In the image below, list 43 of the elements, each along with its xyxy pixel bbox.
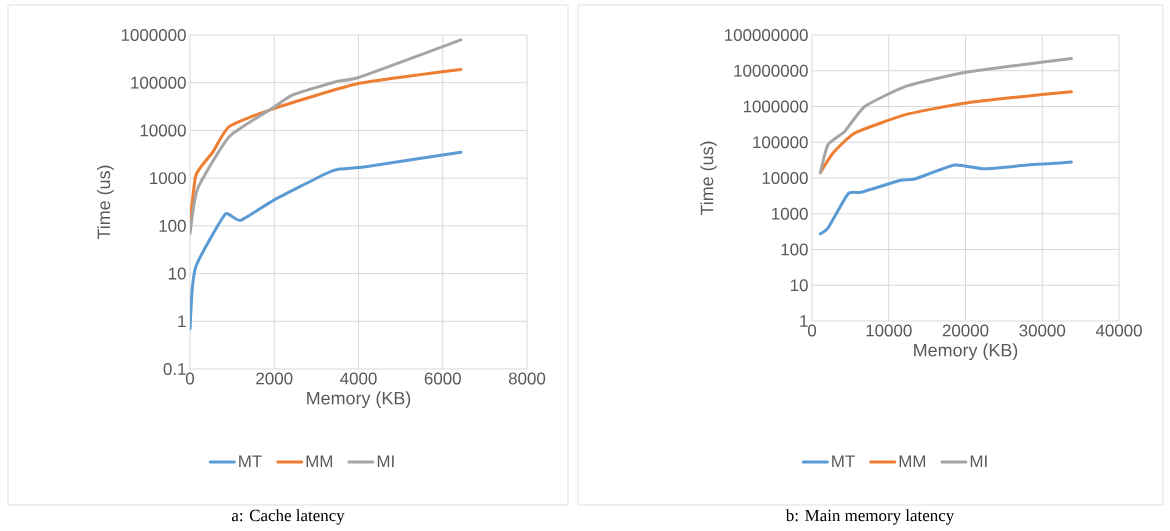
- text: b: Main memory latency: [785, 509, 955, 525]
- line-series: [818, 57, 1073, 175]
- legend-label: MM: [306, 455, 333, 468]
- legend-label: MI: [970, 455, 987, 468]
- y-tick-label: 100: [159, 219, 186, 232]
- x-tick-label: 4000: [340, 372, 377, 385]
- y-tick-label: 10: [168, 267, 186, 280]
- x-axis-title: Memory (KB): [307, 391, 411, 409]
- line-series: [818, 160, 1073, 236]
- y-tick-label: 1000: [150, 172, 186, 185]
- x-tick-label: 40000: [1095, 324, 1142, 337]
- x-tick-label: 0: [185, 372, 195, 385]
- legend-label: MM: [899, 455, 926, 468]
- x-tick-label: 30000: [1019, 324, 1066, 337]
- y-tick-label: 1000000: [743, 100, 808, 113]
- x-tick-label: 2000: [256, 372, 293, 385]
- y-axis-title: Time (us): [97, 165, 114, 240]
- y-tick-label: 10000000: [734, 64, 808, 77]
- y-axis-title: Time (us): [700, 141, 717, 216]
- x-tick-label: 8000: [508, 372, 546, 385]
- y-tick-label: 1: [800, 315, 808, 327]
- text: a: Cache latency: [231, 509, 345, 525]
- y-tick-label: 0.1: [163, 362, 186, 375]
- line-series: [190, 38, 463, 236]
- y-tick-label: 100000: [131, 76, 186, 89]
- y-tick-label: 1: [178, 315, 186, 328]
- y-tick-label: 100000000: [725, 29, 808, 41]
- x-tick-label: 6000: [424, 372, 461, 385]
- y-tick-label: 100: [781, 243, 808, 256]
- x-tick-label: 20000: [942, 324, 989, 337]
- legend-label: MT: [239, 455, 262, 468]
- line-series: [190, 150, 463, 331]
- y-tick-label: 100000: [753, 136, 808, 149]
- legend-label: MI: [377, 455, 394, 468]
- x-axis-title: Memory (KB): [914, 343, 1018, 361]
- y-tick-label: 10000: [762, 171, 808, 184]
- y-tick-label: 10000: [140, 124, 186, 137]
- x-tick-label: 0: [807, 324, 817, 337]
- y-tick-label: 1000: [772, 207, 808, 220]
- legend-label: MT: [832, 455, 855, 468]
- y-tick-label: 1000000: [121, 28, 186, 41]
- y-tick-label: 10: [790, 279, 808, 292]
- x-tick-label: 10000: [866, 324, 912, 337]
